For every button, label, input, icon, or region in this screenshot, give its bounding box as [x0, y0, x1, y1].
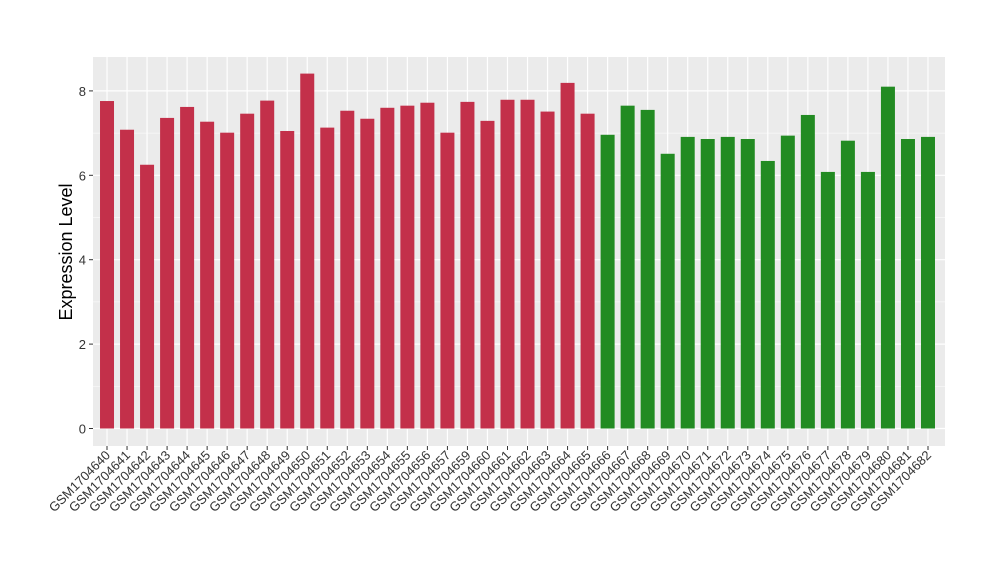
bar-GSM1704676 — [800, 114, 815, 429]
y-tick-label: 6 — [79, 168, 86, 183]
x-axis: GSM1704640GSM1704641GSM1704642GSM1704643… — [46, 446, 934, 515]
bar-GSM1704672 — [720, 136, 735, 429]
bar-GSM1704662 — [520, 99, 535, 429]
y-tick-label: 0 — [79, 422, 86, 437]
bar-GSM1704660 — [480, 120, 495, 429]
bar-GSM1704654 — [380, 107, 395, 429]
bar-GSM1704674 — [760, 160, 775, 429]
bar-GSM1704663 — [540, 111, 555, 429]
bar-GSM1704678 — [840, 140, 855, 429]
bar-GSM1704665 — [580, 113, 595, 429]
bar-GSM1704657 — [440, 132, 455, 429]
y-tick-label: 2 — [79, 337, 86, 352]
bar-GSM1704640 — [100, 101, 115, 429]
bar-GSM1704664 — [560, 82, 575, 429]
bar-GSM1704650 — [300, 73, 315, 429]
bar-GSM1704644 — [180, 106, 195, 429]
bar-GSM1704661 — [500, 99, 515, 429]
bar-GSM1704645 — [200, 121, 215, 429]
bar-GSM1704679 — [860, 171, 875, 429]
bar-GSM1704675 — [780, 135, 795, 429]
bar-GSM1704646 — [220, 132, 235, 429]
bar-GSM1704647 — [240, 113, 255, 429]
bar-GSM1704682 — [920, 136, 935, 429]
bar-GSM1704648 — [260, 100, 275, 429]
bar-GSM1704653 — [360, 118, 375, 429]
y-tick-label: 8 — [79, 84, 86, 99]
bar-GSM1704656 — [420, 102, 435, 429]
bar-GSM1704651 — [320, 127, 335, 429]
y-axis-label: Expression Level — [56, 183, 76, 320]
bar-GSM1704671 — [700, 139, 715, 429]
y-axis: 0 2 4 6 8 — [79, 84, 93, 437]
bar-GSM1704677 — [820, 171, 835, 429]
bar-GSM1704643 — [160, 117, 175, 429]
bar-GSM1704659 — [460, 101, 475, 429]
bar-GSM1704667 — [620, 105, 635, 429]
bar-GSM1704669 — [660, 153, 675, 429]
bar-GSM1704655 — [400, 105, 415, 429]
bar-GSM1704668 — [640, 109, 655, 429]
bar-GSM1704670 — [680, 136, 695, 429]
bar-GSM1704673 — [740, 139, 755, 429]
bar-GSM1704681 — [900, 139, 915, 429]
bar-GSM1704680 — [880, 86, 895, 429]
bar-GSM1704641 — [120, 129, 135, 429]
bar-GSM1704642 — [140, 164, 155, 429]
y-tick-label: 4 — [79, 253, 86, 268]
bar-GSM1704652 — [340, 110, 355, 429]
bars — [100, 73, 935, 429]
bar-GSM1704649 — [280, 130, 295, 429]
bar-GSM1704666 — [600, 134, 615, 429]
